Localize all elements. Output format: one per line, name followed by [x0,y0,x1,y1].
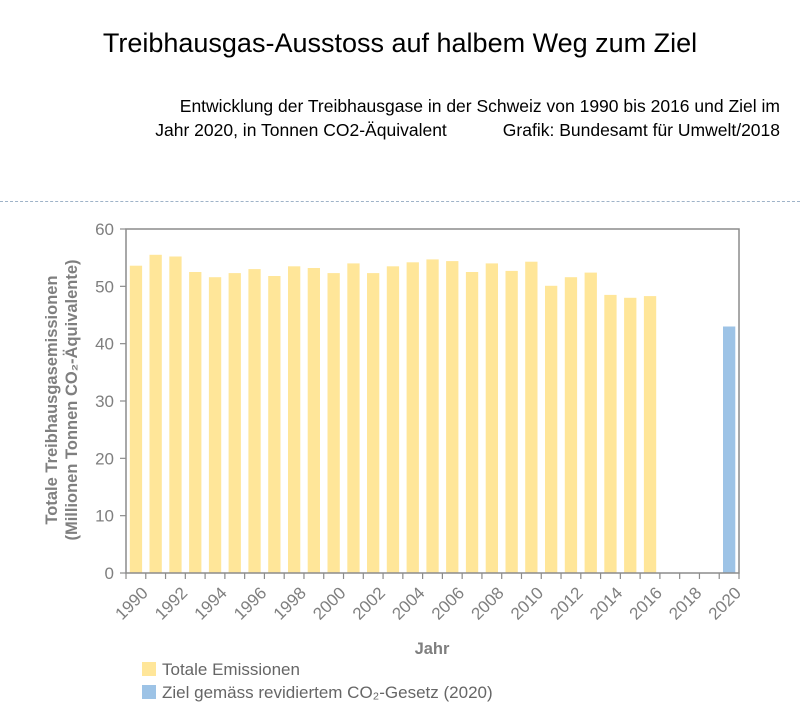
bar-2016 [643,296,657,573]
x-tick-label: 2002 [349,583,389,623]
bar-2006 [446,261,459,573]
legend-item-emissions: Totale Emissionen [142,660,300,680]
bar-2007 [465,272,479,573]
x-tick-label: 1998 [270,583,310,623]
bar-2020 [723,326,736,573]
bar-2009 [505,270,518,573]
bar-2012 [564,277,578,573]
bar-2008 [485,263,498,573]
bar-1997 [268,276,281,573]
x-tick-label: 1994 [191,583,231,623]
x-tick-label: 1996 [230,583,270,623]
bar-2005 [426,259,439,573]
bar-2013 [584,272,597,573]
x-tick-label: 2014 [586,583,626,623]
x-tick-label: 2016 [626,583,666,623]
y-tick-label: 50 [95,277,114,296]
x-tick-label: 2020 [705,583,745,623]
y-tick-label: 60 [95,220,114,239]
x-tick-label: 2000 [309,583,349,623]
bar-2001 [347,263,360,573]
legend-swatch-emissions [142,662,156,676]
x-tick-label: 2012 [547,583,587,623]
x-tick-label: 2004 [388,583,428,623]
bar-1992 [169,256,182,573]
legend-item-target: Ziel gemäss revidiertem CO₂-Gesetz (2020… [142,683,493,703]
y-tick-label: 30 [95,392,114,411]
legend-label-target: Ziel gemäss revidiertem CO₂-Gesetz (2020… [162,683,493,702]
bar-2003 [386,266,400,573]
bar-2004 [406,262,419,573]
legend-label-emissions: Totale Emissionen [162,660,300,679]
chart-title: Treibhausgas-Ausstoss auf halbem Weg zum… [102,28,698,58]
y-tick-label: 40 [95,335,114,354]
bar-1995 [228,273,241,573]
bar-1991 [149,254,162,574]
chart-subtitle-line2: Jahr 2020, in Tonnen CO2-Äquivalent Grafi… [0,120,780,141]
bar-1994 [208,277,222,573]
x-tick-label: 2006 [428,583,468,623]
bar-1993 [189,272,202,573]
bar-2002 [367,273,380,573]
bar-2015 [624,297,637,573]
source-credit: Grafik: Bundesamt für Umwelt/2018 [502,120,780,140]
bar-2000 [327,273,340,573]
subtitle-text: Jahr 2020, in Tonnen CO2-Äquivalent [155,120,447,140]
x-tick-label: 2018 [665,583,705,623]
x-tick-label: 2008 [467,583,507,623]
bars-group [129,254,736,574]
bar-2014 [604,294,617,573]
bar-1998 [288,266,301,573]
bar-2010 [525,261,538,573]
bar-1990 [129,265,143,573]
y-axis-label-line1: Totale Treibhausgasemissionen [43,275,61,524]
y-tick-label: 20 [95,449,114,468]
x-tick-label: 2010 [507,583,547,623]
chart-subtitle-line1: Entwicklung der Treibhausgase in der Sch… [179,96,780,116]
bar-2011 [545,285,558,573]
dashed-divider [0,201,800,202]
y-tick-label: 0 [105,564,114,583]
bar-1996 [248,269,261,573]
y-axis-label-line2: (Millionen Tonnen CO₂-Äquivalente) [63,259,81,540]
legend-swatch-target [142,685,156,699]
x-tick-label: 1992 [151,583,191,623]
x-axis-label: Jahr [415,640,450,658]
bar-1999 [307,268,320,573]
y-tick-label: 10 [95,507,114,526]
x-tick-label: 1990 [112,583,152,623]
